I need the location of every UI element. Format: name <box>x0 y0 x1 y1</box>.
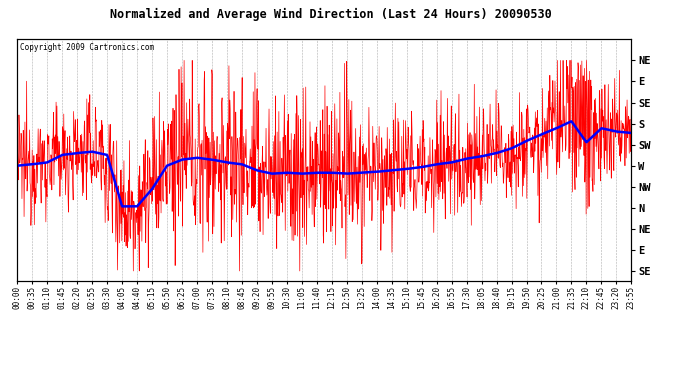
Text: Normalized and Average Wind Direction (Last 24 Hours) 20090530: Normalized and Average Wind Direction (L… <box>110 8 552 21</box>
Text: Copyright 2009 Cartronics.com: Copyright 2009 Cartronics.com <box>20 43 155 52</box>
